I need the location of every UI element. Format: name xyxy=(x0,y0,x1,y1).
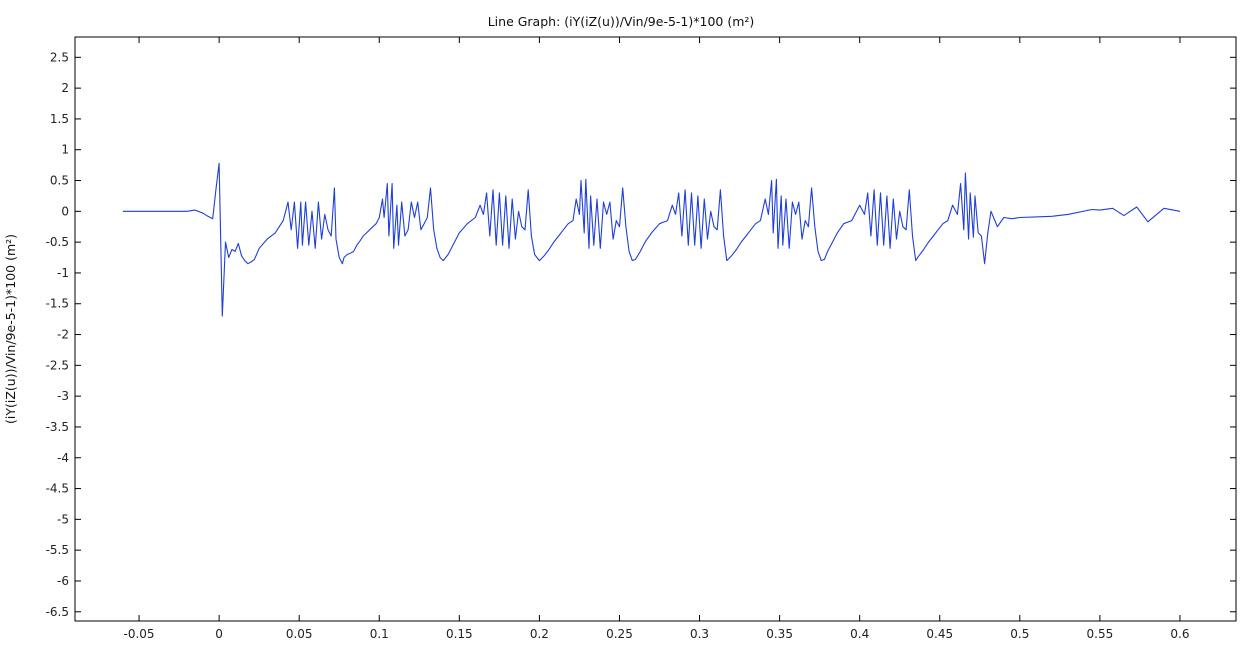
y-tick-label: 2 xyxy=(61,81,69,95)
y-tick-label: -1.5 xyxy=(46,297,69,311)
y-axis-title: (iY(iZ(u))/Vin/9e-5-1)*100 (m²) xyxy=(3,234,18,424)
y-tick-label: -4.5 xyxy=(46,482,69,496)
series-line-0 xyxy=(123,162,1181,317)
y-tick-label: 0 xyxy=(61,204,69,218)
y-tick-label: -1 xyxy=(57,266,69,280)
x-tick-label: 0.1 xyxy=(370,627,389,641)
y-tick-label: -3 xyxy=(57,389,69,403)
x-tick-label: 0.45 xyxy=(926,627,953,641)
x-tick-label: 0.4 xyxy=(850,627,869,641)
y-tick-label: 2.5 xyxy=(50,50,69,64)
plot-frame xyxy=(74,36,1237,622)
x-tick-label: 0.5 xyxy=(1010,627,1029,641)
y-tick-label: -4 xyxy=(57,451,69,465)
x-tick-label: 0 xyxy=(215,627,223,641)
x-tick-label: 0.2 xyxy=(530,627,549,641)
x-tick-label: 0.15 xyxy=(446,627,473,641)
y-tick-label: 0.5 xyxy=(50,174,69,188)
y-axis-ticks: 2.5 2 1.5 1 0.5 0 -0.5 -1 -1.5 -2 -2.5 -3 -3.5 -4 -4.5… xyxy=(46,50,1236,619)
y-tick-label: 1.5 xyxy=(50,112,69,126)
y-tick-label: -0.5 xyxy=(46,235,69,249)
x-tick-label: 0.25 xyxy=(606,627,633,641)
chart-title: Line Graph: (iY(iZ(u))/Vin/9e-5-1)*100 (… xyxy=(488,14,755,29)
x-tick-label: 0.05 xyxy=(286,627,313,641)
y-tick-label: -6 xyxy=(57,574,69,588)
x-tick-label: 0.3 xyxy=(690,627,709,641)
x-tick-label: -0.05 xyxy=(124,627,155,641)
y-tick-label: 1 xyxy=(61,143,69,157)
y-tick-label: -6.5 xyxy=(46,605,69,619)
x-tick-label: 0.6 xyxy=(1170,627,1189,641)
y-tick-label: -5.5 xyxy=(46,543,69,557)
y-tick-label: -2 xyxy=(57,328,69,342)
y-tick-label: -5 xyxy=(57,512,69,526)
y-tick-label: -3.5 xyxy=(46,420,69,434)
x-axis-ticks: -0.05 0 0.05 0.1 0.15 0.2 0.25 0.3 0.35 0.4 0.45 0.… xyxy=(124,37,1189,641)
x-tick-label: 0.35 xyxy=(766,627,793,641)
series-layer xyxy=(123,162,1181,317)
x-tick-label: 0.55 xyxy=(1087,627,1114,641)
x-axis-title: u xyxy=(651,644,659,648)
y-tick-label: -2.5 xyxy=(46,358,69,372)
